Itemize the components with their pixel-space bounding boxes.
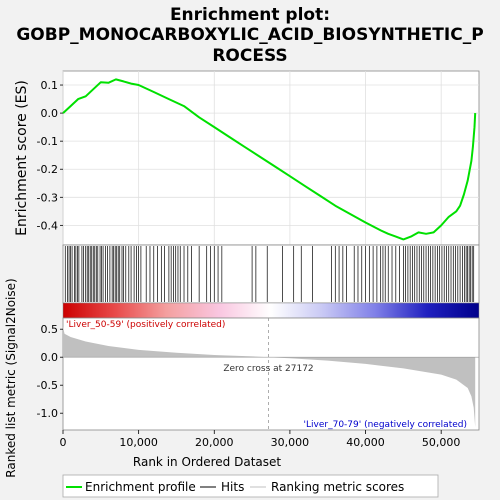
es-y-tick-label: 0.0 bbox=[41, 107, 59, 120]
x-axis: 0 10,000 20,000 30,000 40,000 50,000 bbox=[60, 430, 461, 449]
legend-label-ranking-metric: Ranking metric scores bbox=[271, 480, 404, 494]
es-y-tick-label: -0.1 bbox=[37, 135, 58, 148]
rank-colorbar-strip bbox=[62, 302, 480, 319]
hits-panel-frame bbox=[62, 244, 480, 304]
negative-class-label: 'Liver_70-79' (negatively correlated) bbox=[304, 420, 467, 430]
x-axis-label: Rank in Ordered Dataset bbox=[133, 455, 281, 469]
es-y-tick-label: 0.1 bbox=[41, 79, 59, 92]
es-y-tick-label: -0.2 bbox=[37, 163, 58, 176]
es-y-tick-label: -0.4 bbox=[37, 219, 58, 232]
title-line-1: Enrichment plot: bbox=[170, 5, 330, 25]
x-tick-label: 0 bbox=[60, 436, 67, 449]
metric-y-tick-label: -0.5 bbox=[37, 379, 58, 392]
chart-title: Enrichment plot: GOBP_MONOCARBOXYLIC_ACI… bbox=[16, 5, 483, 66]
rank-colorbar bbox=[62, 302, 480, 319]
metric-y-ticks: 0.5 0.0 -0.5 -1.0 bbox=[37, 323, 63, 420]
zero-cross-label: Zero cross at 27172 bbox=[223, 364, 313, 374]
x-tick-label: 30,000 bbox=[271, 436, 310, 449]
x-tick-label: 20,000 bbox=[195, 436, 234, 449]
metric-panel: Zero cross at 27172 'Liver_50-59' (posit… bbox=[37, 317, 480, 431]
hits-panel bbox=[62, 244, 480, 304]
es-panel: 0.1 0.0 -0.1 -0.2 -0.3 -0.4 bbox=[37, 70, 480, 246]
metric-y-axis-label: Ranked list metric (Signal2Noise) bbox=[4, 278, 18, 477]
legend-box bbox=[62, 474, 439, 498]
es-y-ticks: 0.1 0.0 -0.1 -0.2 -0.3 -0.4 bbox=[37, 79, 63, 232]
enrichment-profile-line bbox=[62, 78, 477, 241]
metric-panel-frame bbox=[62, 317, 480, 431]
metric-y-tick-label: -1.0 bbox=[37, 407, 58, 420]
metric-y-tick-label: 0.5 bbox=[41, 323, 59, 336]
es-y-tick-label: -0.3 bbox=[37, 191, 58, 204]
es-panel-frame bbox=[62, 70, 480, 246]
legend-label-hits: Hits bbox=[221, 480, 244, 494]
legend-label-enrichment-profile: Enrichment profile bbox=[85, 480, 196, 494]
es-y-axis-label: Enrichment score (ES) bbox=[14, 80, 30, 236]
x-tick-label: 40,000 bbox=[346, 436, 385, 449]
metric-y-tick-label: 0.0 bbox=[41, 351, 59, 364]
legend: Enrichment profile Hits Ranking metric s… bbox=[62, 474, 439, 498]
x-tick-label: 50,000 bbox=[422, 436, 461, 449]
es-gridlines bbox=[62, 71, 479, 245]
x-tick-label: 10,000 bbox=[119, 436, 158, 449]
positive-class-label: 'Liver_50-59' (positively correlated) bbox=[66, 320, 225, 330]
title-line-2: GOBP_MONOCARBOXYLIC_ACID_BIOSYNTHETIC_P bbox=[16, 25, 483, 45]
hit-marks bbox=[64, 246, 475, 302]
title-line-3: ROCESS bbox=[212, 46, 287, 66]
